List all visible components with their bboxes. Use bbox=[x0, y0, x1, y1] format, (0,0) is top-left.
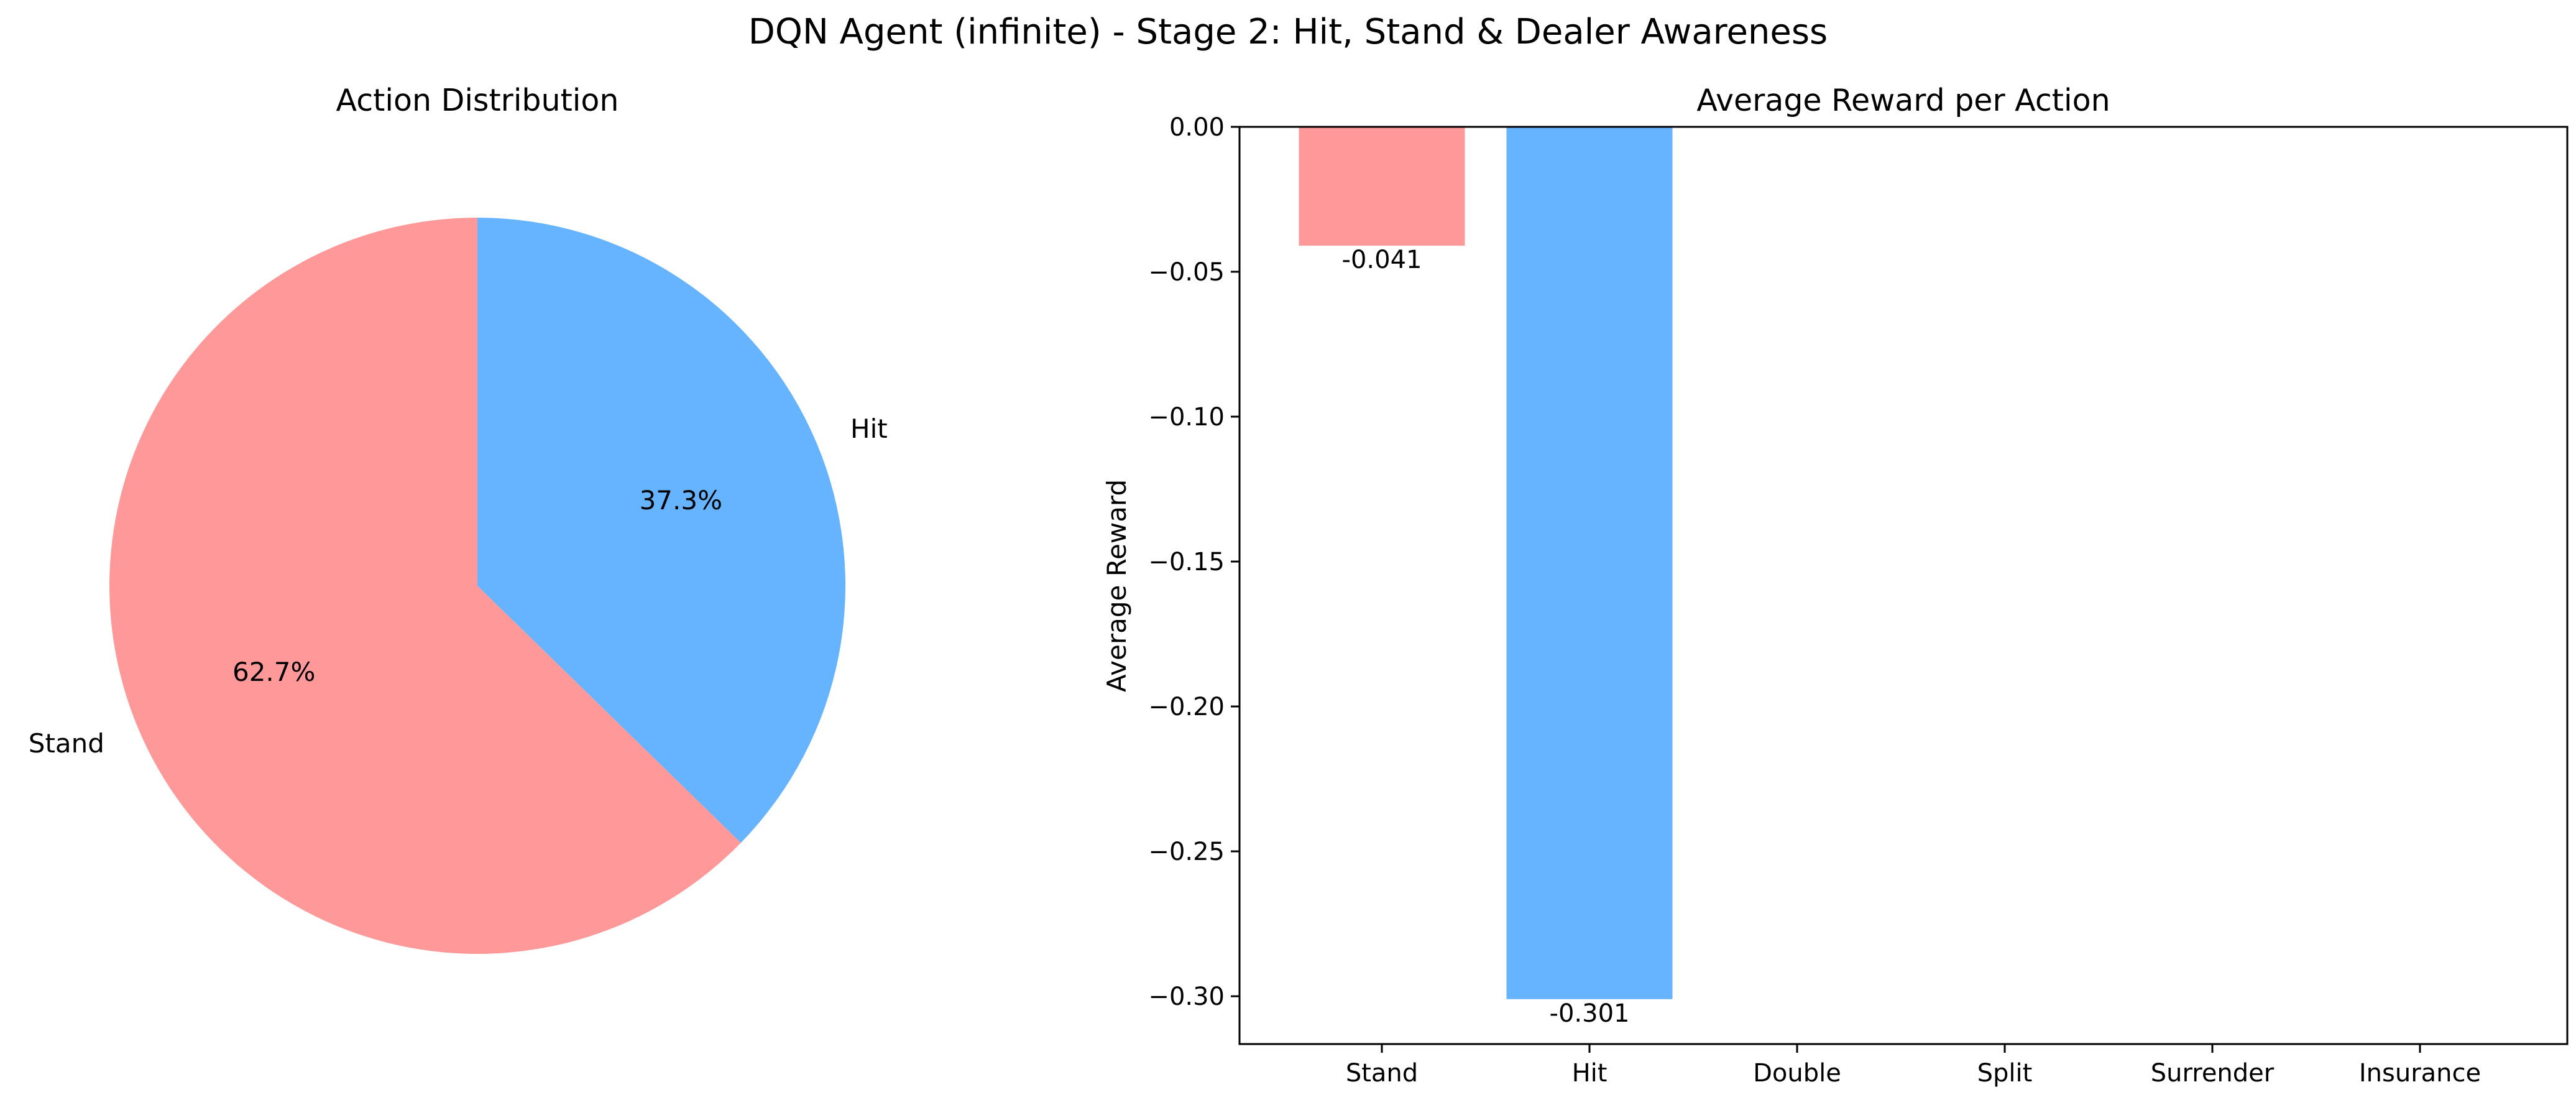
y-tick-label: −0.20 bbox=[1148, 693, 1225, 721]
pie-chart: Action Distribution Stand 62.7% Hit 37.3% bbox=[29, 83, 888, 954]
x-tick-label-double: Double bbox=[1753, 1059, 1841, 1088]
bar-chart: Average Reward per Action -0.041 -0.301 0… bbox=[1102, 83, 2569, 1088]
y-tick-label: −0.25 bbox=[1148, 838, 1225, 866]
pie-pct-stand: 62.7% bbox=[232, 657, 315, 687]
pie-slices bbox=[109, 218, 845, 954]
pie-pct-hit: 37.3% bbox=[640, 485, 722, 516]
x-tick-label-stand: Stand bbox=[1346, 1059, 1418, 1088]
x-tick-label-split: Split bbox=[1977, 1059, 2033, 1088]
y-tick-label: −0.30 bbox=[1148, 982, 1225, 1011]
y-tick-label: −0.15 bbox=[1148, 548, 1225, 576]
plot-frame bbox=[1238, 126, 2569, 1045]
y-tick-label: −0.05 bbox=[1148, 258, 1225, 287]
pie-slice-hit bbox=[477, 218, 845, 843]
bar-value-label-stand: -0.041 bbox=[1342, 246, 1422, 274]
bar-stand bbox=[1299, 127, 1465, 246]
y-axis: 0.00 −0.05 −0.10 −0.15 −0.20 −0.25 −0.30 bbox=[1148, 113, 1240, 1011]
pie-label-stand: Stand bbox=[29, 728, 104, 759]
x-axis: Stand Hit Double Split Surrender Insurance bbox=[1346, 1044, 2481, 1088]
figure-suptitle: DQN Agent (infinite) - Stage 2: Hit, Sta… bbox=[748, 12, 1828, 52]
y-axis-label: Average Reward bbox=[1102, 479, 1132, 692]
bar-value-label-hit: -0.301 bbox=[1550, 999, 1630, 1028]
pie-slice-stand bbox=[109, 218, 741, 954]
y-tick-label: 0.00 bbox=[1169, 113, 1225, 142]
pie-labels: Stand 62.7% Hit 37.3% bbox=[29, 414, 888, 759]
x-tick-label-hit: Hit bbox=[1572, 1059, 1608, 1088]
x-tick-label-surrender: Surrender bbox=[2151, 1059, 2275, 1088]
y-tick-label: −0.10 bbox=[1148, 403, 1225, 432]
bar-marks: -0.041 -0.301 bbox=[1299, 127, 1673, 1028]
bar-title: Average Reward per Action bbox=[1696, 83, 2110, 118]
bar-hit bbox=[1506, 127, 1673, 999]
pie-label-hit: Hit bbox=[850, 414, 888, 444]
pie-title: Action Distribution bbox=[336, 83, 619, 118]
x-tick-label-insurance: Insurance bbox=[2359, 1059, 2481, 1088]
